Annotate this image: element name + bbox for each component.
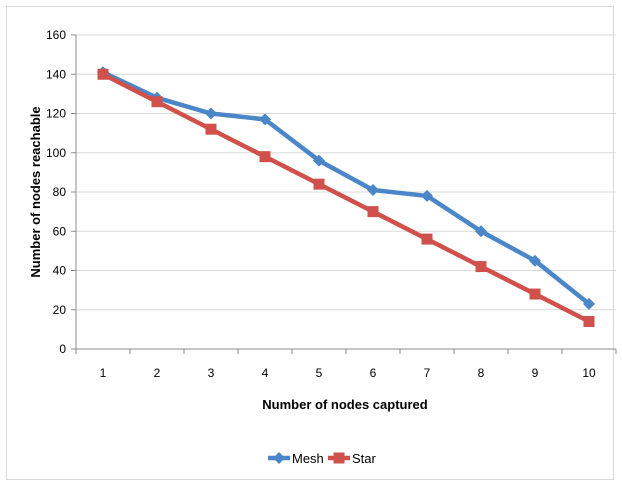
data-point-mesh (529, 254, 541, 267)
x-tick-label: 3 (208, 366, 215, 380)
y-tick-label: 100 (46, 146, 66, 160)
data-point-mesh (313, 154, 325, 167)
series-star (97, 68, 595, 328)
data-point-star (205, 123, 217, 135)
series-line-mesh (100, 70, 592, 307)
legend: Mesh Star (268, 451, 377, 466)
x-tick-label: 9 (532, 366, 539, 380)
series-mesh (97, 66, 595, 310)
series-line-star (100, 72, 592, 324)
legend-label: Star (352, 451, 377, 466)
x-tick-label: 4 (262, 366, 269, 380)
data-point-mesh (259, 113, 271, 126)
data-point-mesh (475, 225, 487, 238)
legend-swatch-marker (273, 452, 285, 464)
data-point-mesh (367, 184, 379, 197)
y-tick-label: 0 (59, 342, 66, 356)
x-tick-label: 1 (100, 366, 107, 380)
y-tick-label: 160 (46, 28, 66, 42)
x-tick-label: 2 (154, 366, 161, 380)
data-point-mesh (421, 189, 433, 202)
y-tick-label: 40 (53, 264, 67, 278)
data-point-star (151, 96, 163, 108)
data-point-star (97, 68, 109, 80)
axes (71, 34, 617, 354)
data-point-mesh (583, 297, 595, 310)
x-tick-label: 7 (424, 366, 431, 380)
chart-frame (6, 6, 614, 480)
x-tick-label: 10 (582, 366, 596, 380)
data-point-star (529, 288, 541, 300)
data-point-mesh (205, 107, 217, 120)
y-tick-label: 140 (46, 67, 66, 81)
data-point-star (313, 178, 325, 190)
y-tick-label: 60 (53, 224, 67, 238)
legend-item-mesh: Mesh (268, 451, 324, 466)
x-tick-label: 6 (370, 366, 377, 380)
data-point-star (583, 316, 595, 328)
y-tick-label: 80 (53, 185, 67, 199)
data-point-star (367, 206, 379, 218)
x-tick-label: 8 (478, 366, 485, 380)
x-tick-label: 5 (316, 366, 323, 380)
grid-lines (76, 34, 616, 311)
y-axis-title: Number of nodes reachable (28, 106, 43, 277)
data-point-star (421, 233, 433, 245)
legend-label: Mesh (292, 451, 324, 466)
y-tick-label: 20 (53, 303, 67, 317)
data-point-star (259, 151, 271, 163)
legend-item-star: Star (328, 451, 377, 466)
tick-labels: 0 20 40 60 80 100 120 140 160 1 2 3 4 5 6 7 8 9 10 (46, 28, 596, 380)
series-lines (97, 66, 595, 328)
y-tick-label: 120 (46, 107, 66, 121)
x-axis-title: Number of nodes captured (262, 397, 427, 412)
data-point-star (475, 261, 487, 273)
legend-swatch-marker (333, 452, 345, 464)
